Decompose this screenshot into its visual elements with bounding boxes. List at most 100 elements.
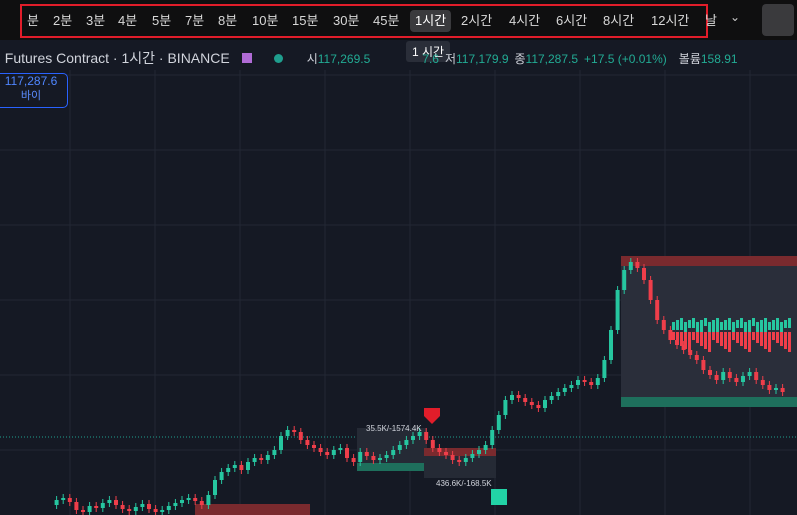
candle-body bbox=[490, 430, 495, 445]
candle-body bbox=[780, 388, 785, 392]
profile-bar bbox=[752, 332, 755, 340]
interval-button[interactable]: 15분 bbox=[292, 13, 319, 28]
candle-body bbox=[186, 498, 191, 500]
profile-bar bbox=[716, 318, 719, 332]
candle-body bbox=[648, 280, 653, 300]
chart-style-button[interactable] bbox=[762, 4, 794, 36]
interval-button[interactable]: 5분 bbox=[152, 13, 172, 28]
flag bbox=[241, 53, 252, 63]
price-badge[interactable]: 117,287.6 바이 bbox=[0, 73, 68, 108]
legend: . Futures Contract · 1시간 · BINANCE 시117,2… bbox=[0, 48, 797, 68]
interval-button[interactable]: 6시간 bbox=[556, 13, 588, 28]
candle-body bbox=[384, 455, 389, 458]
profile-bar bbox=[768, 332, 771, 352]
profile-bar bbox=[772, 332, 775, 340]
candle-body bbox=[668, 330, 673, 340]
candle-body bbox=[417, 432, 422, 436]
interval-button[interactable]: 7분 bbox=[185, 13, 205, 28]
profile-bar bbox=[776, 332, 779, 343]
candle-body bbox=[457, 460, 462, 462]
volume: 158.91 bbox=[700, 52, 738, 66]
candle-body bbox=[358, 452, 363, 462]
profile-bar bbox=[736, 332, 739, 343]
candle-body bbox=[265, 455, 270, 460]
ohlc-value: 117,269.5 bbox=[317, 52, 371, 66]
profile-bar bbox=[772, 320, 775, 330]
profile-bar bbox=[756, 322, 759, 332]
profile-bar bbox=[764, 332, 767, 349]
dropdown[interactable]: ⌄ bbox=[730, 10, 741, 24]
candle-body bbox=[774, 388, 778, 390]
candle-body bbox=[397, 445, 402, 450]
profile-bar bbox=[740, 318, 743, 328]
candle-body bbox=[107, 500, 112, 503]
profile-bar bbox=[704, 332, 707, 349]
candle-body bbox=[741, 376, 745, 382]
profile-bar bbox=[744, 322, 747, 334]
candle-body bbox=[681, 345, 686, 350]
interval-button[interactable]: 45분 bbox=[373, 13, 400, 28]
candle-body bbox=[760, 380, 765, 385]
profile-bar bbox=[676, 320, 679, 330]
candle-body bbox=[615, 290, 620, 330]
profile-bar bbox=[672, 332, 675, 340]
candle-body bbox=[61, 498, 66, 500]
interval-button[interactable]: 1시간 bbox=[410, 10, 452, 32]
interval-button[interactable]: 2분 bbox=[53, 13, 73, 28]
highlight-frame bbox=[20, 4, 708, 38]
candle-body bbox=[279, 436, 283, 450]
interval-button[interactable]: 8분 bbox=[218, 13, 238, 28]
profile-bar bbox=[728, 332, 731, 352]
candle-body bbox=[120, 505, 125, 509]
candle-body bbox=[714, 375, 719, 380]
candle-body bbox=[54, 500, 59, 505]
profile-bar bbox=[720, 332, 723, 346]
candle-body bbox=[67, 498, 72, 502]
interval-button[interactable]: 10분 bbox=[252, 13, 279, 28]
change: +17.5 (+0.01%) bbox=[584, 52, 667, 66]
profile-bar bbox=[688, 320, 691, 328]
candle-body bbox=[622, 270, 627, 290]
profile-bar bbox=[788, 332, 791, 352]
candle-body bbox=[206, 495, 211, 505]
ohlc-label: 종 bbox=[514, 52, 526, 66]
candle-body bbox=[298, 432, 303, 440]
candle-body bbox=[305, 440, 310, 445]
interval-more[interactable]: 날 bbox=[705, 13, 717, 28]
candle-body bbox=[252, 458, 257, 462]
candle-body bbox=[74, 502, 79, 510]
candle-body bbox=[411, 436, 415, 440]
candle-body bbox=[556, 392, 561, 396]
interval-button[interactable]: 분 bbox=[27, 13, 39, 28]
candle-body bbox=[378, 458, 382, 460]
profile-bar bbox=[696, 322, 699, 334]
profile-bar bbox=[748, 320, 751, 334]
interval-button[interactable]: 12시간 bbox=[651, 13, 690, 28]
candle-body bbox=[496, 415, 501, 430]
candle-body bbox=[635, 262, 640, 268]
candle-body bbox=[239, 465, 244, 470]
profile-bar bbox=[700, 320, 703, 334]
interval-button[interactable]: 3분 bbox=[86, 13, 106, 28]
interval-button[interactable]: 4분 bbox=[118, 13, 138, 28]
profile-bar bbox=[720, 322, 723, 330]
candle-body bbox=[424, 432, 429, 440]
candle-body bbox=[430, 440, 435, 448]
interval-button[interactable]: 4시간 bbox=[509, 13, 541, 28]
candle-body bbox=[331, 450, 336, 455]
candle-body bbox=[272, 450, 277, 455]
interval-button[interactable]: 8시간 bbox=[603, 13, 635, 28]
candle-body bbox=[166, 506, 171, 510]
candle-body bbox=[232, 465, 237, 468]
candle-body bbox=[391, 450, 396, 455]
candles bbox=[54, 258, 791, 515]
candle-body bbox=[562, 388, 567, 392]
profile-bar bbox=[712, 320, 715, 332]
interval-button[interactable]: 30분 bbox=[333, 13, 360, 28]
candle-body bbox=[529, 402, 534, 405]
candle-body bbox=[734, 378, 739, 382]
profile-bar bbox=[692, 318, 695, 328]
interval-button[interactable]: 2시간 bbox=[461, 13, 493, 28]
symbol: . Futures Contract · 1시간 · BINANCE bbox=[0, 50, 230, 66]
ohlc-value: 117,287.5 bbox=[525, 52, 579, 66]
